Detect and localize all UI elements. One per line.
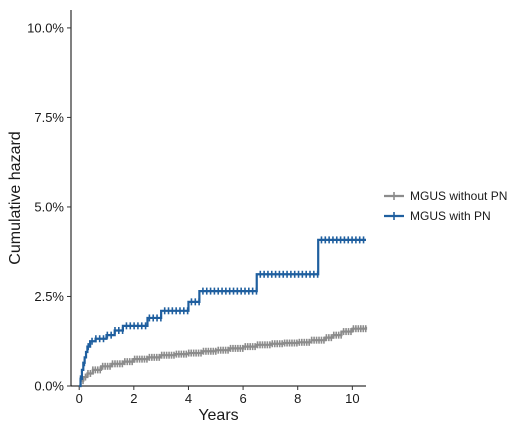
x-tick-label: 0 — [76, 391, 83, 406]
x-tick-label: 4 — [185, 391, 192, 406]
x-tick-label: 2 — [130, 391, 137, 406]
y-axis-title: Cumulative hazard — [7, 131, 24, 264]
series-1 — [79, 325, 368, 388]
legend-item: MGUS without PN — [384, 189, 507, 203]
legend: MGUS without PN MGUS with PN — [384, 189, 507, 223]
y-tick-label: 2.5% — [34, 289, 64, 304]
series-2 — [79, 236, 366, 388]
y-tick-label: 10.0% — [27, 20, 64, 35]
legend-label: MGUS with PN — [410, 209, 491, 223]
y-tick-label: 7.5% — [34, 110, 64, 125]
x-axis-title: Years — [198, 407, 238, 424]
legend-item: MGUS with PN — [384, 209, 491, 223]
x-tick-label: 8 — [294, 391, 301, 406]
axes: 0.0% 2.5% 5.0% 7.5% 10.0% 0 2 4 6 8 10 — [27, 10, 366, 406]
series-line — [79, 326, 368, 388]
y-tick-label: 0.0% — [34, 379, 64, 394]
x-tick-label: 6 — [239, 391, 246, 406]
x-tick-label: 10 — [345, 391, 359, 406]
plot-area — [79, 236, 368, 388]
y-tick-label: 5.0% — [34, 199, 64, 214]
legend-label: MGUS without PN — [410, 189, 507, 203]
